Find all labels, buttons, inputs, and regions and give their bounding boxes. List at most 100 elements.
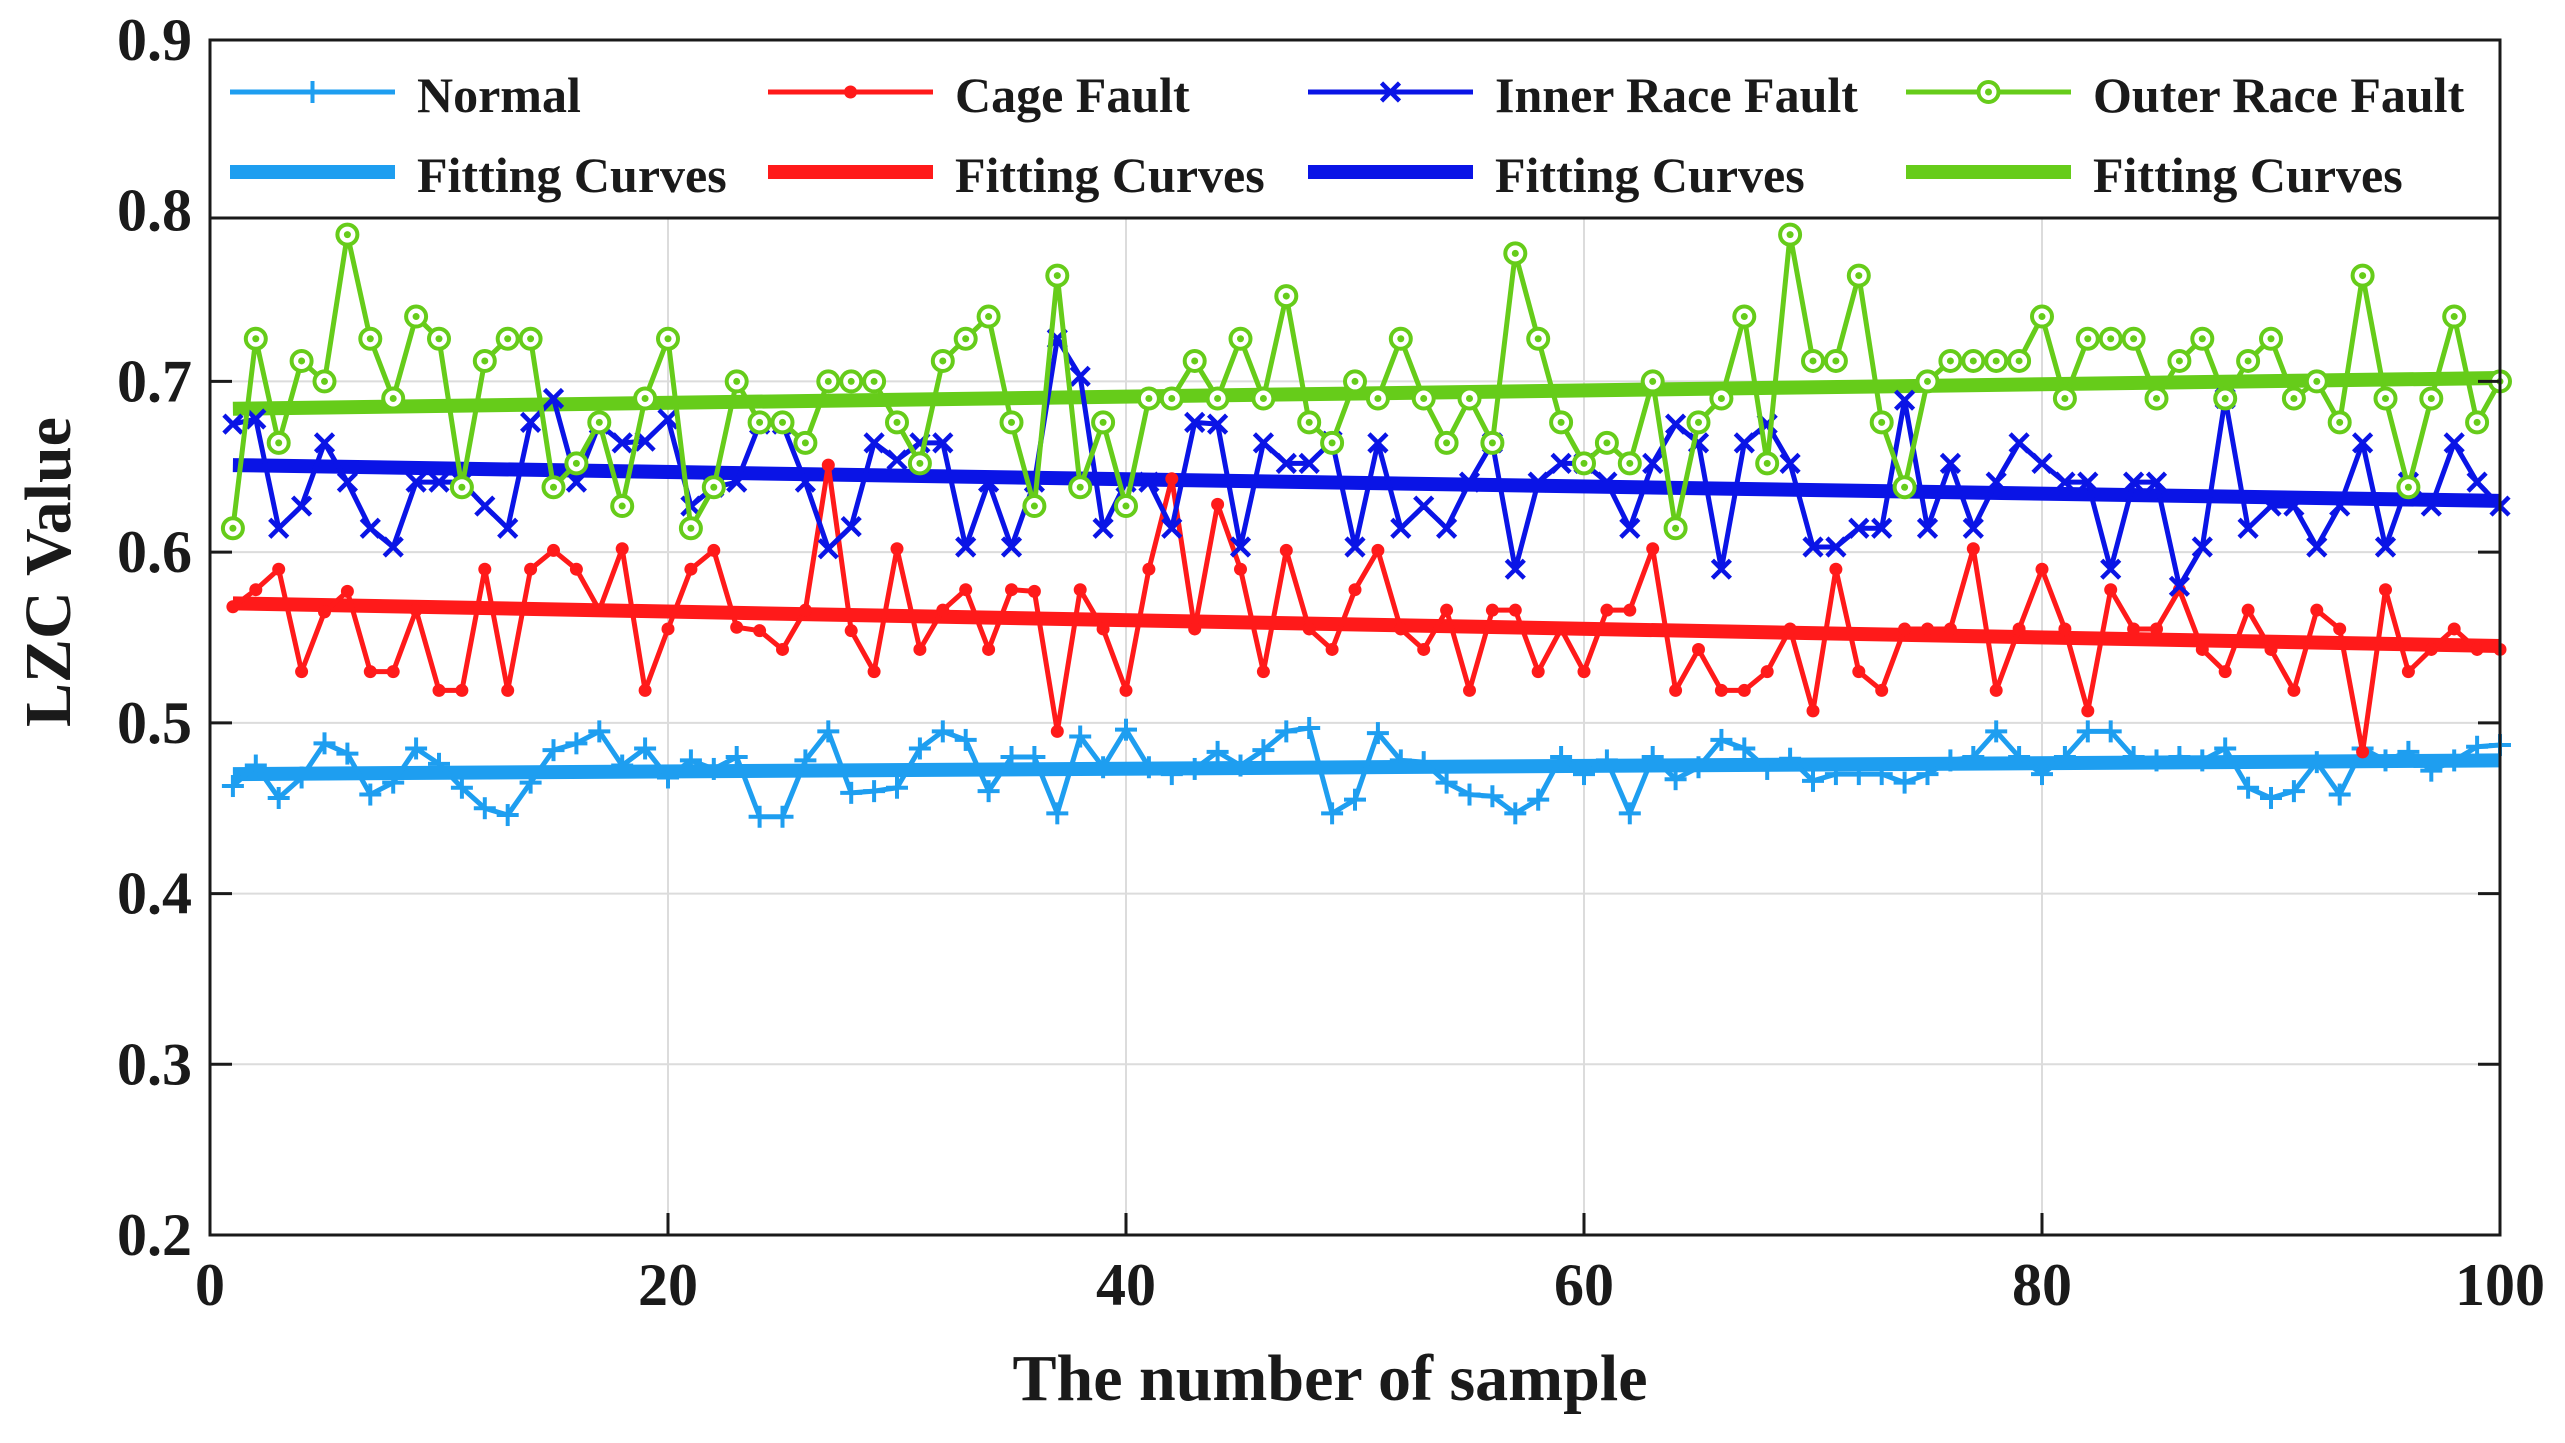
marker-core (893, 418, 901, 426)
data-point (340, 584, 354, 598)
data-point (1115, 718, 1137, 741)
data-point (295, 665, 309, 679)
axis-layer: 0 20 40 60 80 100 0.2 0.3 0.4 0.5 0.6 0.7 0.8 0.9 (117, 7, 2545, 1318)
marker-d2 (291, 495, 313, 517)
marker-core (779, 418, 786, 426)
data-point (2282, 780, 2305, 803)
data-point (839, 369, 864, 394)
data-point (409, 603, 423, 617)
marker-d2 (955, 536, 977, 558)
data-point (1985, 720, 2008, 743)
legend-background (210, 40, 2500, 218)
marker-core (2244, 357, 2252, 365)
data-point (2195, 642, 2209, 656)
y-tick-label: 0.7 (117, 348, 192, 414)
data-point (1183, 757, 1206, 780)
y-tick-label: 0.3 (117, 1031, 192, 1097)
data-point (1092, 756, 1115, 779)
data-point (518, 326, 543, 351)
marker-d2 (1229, 536, 1252, 558)
marker-core (1855, 272, 1863, 280)
marker-d2 (1092, 517, 1114, 539)
marker-core (504, 335, 512, 343)
data-point (615, 542, 629, 556)
data-point (1943, 622, 1957, 636)
data-point (1234, 562, 1247, 576)
data-point (2081, 704, 2095, 718)
data-point (569, 562, 583, 576)
data-point (982, 642, 996, 656)
data-point (1916, 517, 1939, 539)
data-point (1504, 802, 1527, 825)
marker-d2 (382, 536, 404, 558)
data-point (2420, 759, 2443, 782)
marker-d2 (1275, 452, 1297, 474)
data-point (1871, 517, 1893, 539)
legend: Normal Cage Fault Inner Race Fault Outer Ra… (208, 38, 2502, 1237)
data-point (588, 720, 611, 743)
data-point (2031, 452, 2053, 474)
data-point (1573, 763, 1595, 786)
legend-label: Cage Fault (955, 67, 1190, 123)
marker-core (1053, 272, 1061, 280)
data-point (1092, 517, 1114, 539)
data-point (1595, 749, 1618, 772)
data-point (1119, 683, 1133, 697)
data-point (1802, 536, 1824, 558)
data-point (2099, 720, 2122, 743)
data-point (1417, 642, 1431, 656)
data-point (2076, 720, 2099, 743)
data-point (2442, 304, 2467, 329)
data-point (2281, 386, 2306, 411)
data-point (885, 410, 909, 435)
data-point (1870, 763, 1893, 786)
data-point (1188, 622, 1202, 636)
data-point (1618, 802, 1641, 825)
data-point (748, 805, 771, 828)
marker-core (687, 524, 695, 532)
marker-core (1466, 395, 1473, 402)
data-point (2264, 642, 2278, 656)
data-point (1142, 562, 1156, 576)
data-point (770, 410, 795, 435)
data-point (358, 326, 383, 351)
data-point (2213, 386, 2238, 411)
data-point (1869, 410, 1894, 435)
data-point (2191, 749, 2214, 772)
plot-frame-overlay (208, 38, 2502, 1237)
marker-d2 (1665, 413, 1687, 435)
marker-d2 (2123, 471, 2145, 493)
data-point (1275, 452, 1297, 474)
marker-core (1511, 249, 1519, 257)
data-point (244, 754, 267, 777)
legend-label: Inner Race Fault (1495, 67, 1858, 123)
marker-core (1397, 335, 1405, 343)
data-point (473, 797, 496, 820)
marker-d2 (2283, 495, 2305, 517)
data-point (2190, 326, 2215, 351)
data-point (1050, 724, 1064, 738)
data-point (1779, 452, 1801, 474)
data-point (1000, 536, 1023, 558)
data-point (726, 471, 748, 493)
legend-entry: Fitting Curves (768, 147, 1265, 203)
data-point (2374, 749, 2397, 772)
data-point (1824, 763, 1847, 786)
data-point (1138, 471, 1160, 493)
legend-entry: Fitting Curves (1906, 147, 2403, 203)
data-point (1434, 430, 1459, 455)
marker-d2 (1939, 452, 1961, 474)
data-point (702, 757, 725, 780)
data-point (2218, 665, 2232, 679)
data-point (1252, 739, 1275, 762)
marker-d2 (1161, 517, 1183, 539)
data-point (1664, 768, 1687, 791)
marker-d2 (2054, 471, 2076, 493)
data-point (1756, 757, 1779, 780)
data-point (1297, 410, 1322, 435)
data-point (2122, 746, 2145, 768)
data-point (565, 732, 588, 755)
data-point (1252, 432, 1274, 454)
marker-d2 (611, 432, 633, 454)
marker-core (481, 357, 489, 365)
